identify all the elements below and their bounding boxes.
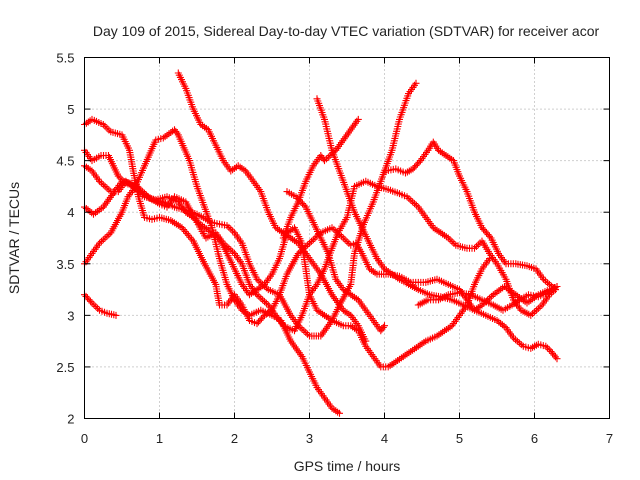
data-point <box>82 292 90 300</box>
data-point <box>414 160 421 168</box>
data-point <box>294 195 302 202</box>
data-point <box>87 297 94 305</box>
y-tick-labels: 2 2.5 3 3.5 4 4.5 5 5.5 <box>56 51 74 427</box>
data-point <box>486 255 493 263</box>
x-tick-label: 3 <box>306 431 313 446</box>
data-point <box>255 318 262 326</box>
data-point <box>412 162 420 170</box>
data-point <box>297 198 305 206</box>
y-axis-label: SDTVAR / TECUs <box>6 182 22 294</box>
plot-frame <box>84 57 610 419</box>
series-sat-j <box>283 188 388 335</box>
series-sat-b <box>81 79 420 340</box>
data-point <box>486 232 493 240</box>
x-tick-label: 5 <box>456 431 463 446</box>
data-point <box>553 283 561 290</box>
x-tick-label: 0 <box>81 431 88 446</box>
y-tick-label: 4.5 <box>56 154 74 169</box>
y-tick-label: 2 <box>67 412 74 427</box>
data-point <box>480 225 487 233</box>
x-tick-label: 2 <box>231 431 238 446</box>
data-point <box>542 342 550 350</box>
data-point <box>412 79 420 87</box>
data-point <box>256 316 264 324</box>
y-tick-label: 2.5 <box>56 360 74 375</box>
x-tick-label: 1 <box>156 431 163 446</box>
x-tick-labels: 0 1 2 3 4 5 6 7 <box>81 431 613 446</box>
data-point <box>295 196 303 204</box>
data-point <box>409 165 417 173</box>
data-point <box>362 337 370 345</box>
data-point <box>484 231 492 239</box>
series-sat-k <box>382 138 559 294</box>
series-layer <box>81 69 561 417</box>
x-tick-label: 6 <box>531 431 538 446</box>
data-point <box>299 200 306 208</box>
series-sat-i <box>279 115 362 242</box>
y-tick-label: 5 <box>67 102 74 117</box>
x-tick-label: 4 <box>381 431 388 446</box>
chart-title: Day 109 of 2015, Sidereal Day-to-day VTE… <box>93 23 600 39</box>
ticks <box>84 57 610 419</box>
series-line <box>84 82 417 337</box>
data-point <box>112 311 120 319</box>
data-point <box>85 296 93 304</box>
data-point <box>415 158 423 166</box>
y-tick-label: 4 <box>67 205 74 220</box>
x-tick-label: 7 <box>606 431 613 446</box>
x-axis-label: GPS time / hours <box>294 458 401 474</box>
data-point <box>336 409 343 417</box>
data-point <box>354 115 362 123</box>
data-point <box>478 224 486 232</box>
series-line <box>84 118 558 325</box>
series-sat-a <box>81 291 120 319</box>
data-point <box>481 227 489 235</box>
data-point <box>379 323 387 331</box>
data-point <box>258 315 265 323</box>
series-sat-f <box>81 162 493 371</box>
data-point <box>84 294 91 302</box>
data-point <box>381 322 388 330</box>
data-point <box>411 163 418 171</box>
y-tick-label: 3 <box>67 308 74 323</box>
y-tick-label: 5.5 <box>56 51 74 66</box>
data-point <box>253 320 261 328</box>
data-point <box>553 355 561 363</box>
data-point <box>259 313 267 321</box>
grid <box>84 57 610 419</box>
series-sat-l <box>414 283 561 314</box>
y-tick-label: 3.5 <box>56 257 74 272</box>
